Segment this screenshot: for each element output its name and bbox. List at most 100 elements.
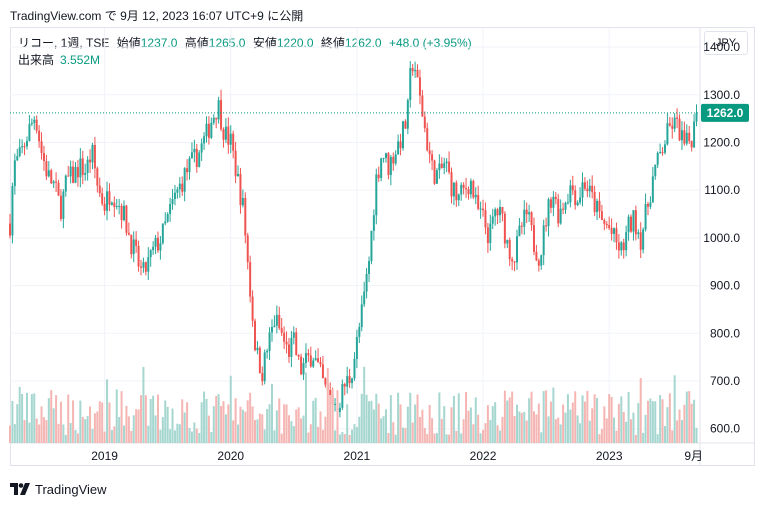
volume-bar [438,392,441,443]
volume-bar [258,413,261,443]
candle-body [450,172,453,197]
volume-bar [690,403,693,443]
volume-bar [620,396,623,443]
candle-body [98,185,101,194]
volume-bar [256,419,259,443]
candle-body [615,228,618,243]
volume-bar [678,409,681,443]
candle-body [195,148,198,167]
candle-body [200,143,203,153]
candle-body [173,192,176,200]
volume-bar [25,392,28,443]
candle-body [508,239,511,260]
volume-bar [295,409,298,443]
candle-body [334,403,337,405]
header-action: に公開 [267,9,304,23]
volume-bar [348,434,351,443]
volume-bar [545,390,548,443]
candle-body [649,202,652,207]
candle-body [324,378,327,385]
candle-body [321,364,324,379]
candle-body [401,121,404,149]
volume-bar [491,406,494,443]
volume-bar [375,393,378,443]
candle-body [506,239,509,244]
volume-bar [200,402,203,443]
candle-body [254,320,257,351]
volume-bar [574,391,577,443]
volume-bar [334,430,337,443]
candle-body [152,246,155,251]
volume-bar [309,424,312,443]
volume-bar [661,399,664,443]
publish-timestamp: 9月 12, 2023 16:07 UTC+9 [120,9,264,23]
volume-bar [11,401,14,443]
volume-bar [467,410,470,443]
volume-bar [528,398,531,443]
candle-body [387,153,390,176]
y-tick-label: 800.0 [710,326,740,340]
candle-body [113,202,116,208]
candle-body [545,225,548,227]
volume-bar [377,403,380,443]
candle-body [190,152,193,159]
candle-body [161,223,164,244]
volume-bar [695,427,698,443]
volume-bar [617,403,620,443]
low-value: 1220.0 [276,36,314,50]
volume-bar [668,393,671,443]
volume-bar [515,404,518,443]
volume-bar [644,414,647,443]
candle-body [110,202,113,205]
volume-bar [431,418,434,443]
volume-bar [693,399,696,443]
volume-bar [246,400,249,443]
volume-bar [227,404,230,443]
volume-bar [380,418,383,443]
high-label: 高値 [184,36,209,50]
candle-body [45,161,48,177]
candle-body [537,260,540,266]
currency-button[interactable]: JPY [704,31,748,55]
candle-body [251,296,254,321]
candle-body [591,185,594,193]
candle-body [421,95,424,117]
volume-bar [605,418,608,443]
candle-body [108,191,111,205]
candle-body [171,199,174,205]
candle-body [156,237,159,251]
candle-body [469,180,472,195]
volume-bar [673,375,676,443]
volume-bar [511,391,514,443]
candle-body [385,153,388,158]
candle-body [249,262,252,297]
volume-bar [404,428,407,443]
volume-bar [215,395,218,443]
candle-body [115,206,118,208]
candle-body [535,251,538,261]
candle-body [399,141,402,149]
candle-body [491,216,494,224]
candle-body [448,161,451,173]
volume-bar [608,394,611,443]
candle-body [547,199,550,227]
volume-bar [55,395,58,443]
volume-bar [30,394,33,443]
footer-logo[interactable]: TradingView [10,480,107,498]
source-name: TradingView.com [10,9,102,23]
candle-body [598,200,601,212]
y-tick-label: 1400.0 [703,40,740,54]
candle-body [149,250,152,258]
candle-body [600,211,603,220]
candle-body [426,128,429,151]
candle-body [139,266,142,268]
candle-body [634,210,637,235]
volume-bar [33,393,36,443]
candle-body [176,189,179,193]
volume-bar [549,401,552,443]
candle-body [525,209,528,215]
candle-body [302,363,305,375]
low-label: 安値 [252,36,277,50]
volume-bar [450,407,453,443]
